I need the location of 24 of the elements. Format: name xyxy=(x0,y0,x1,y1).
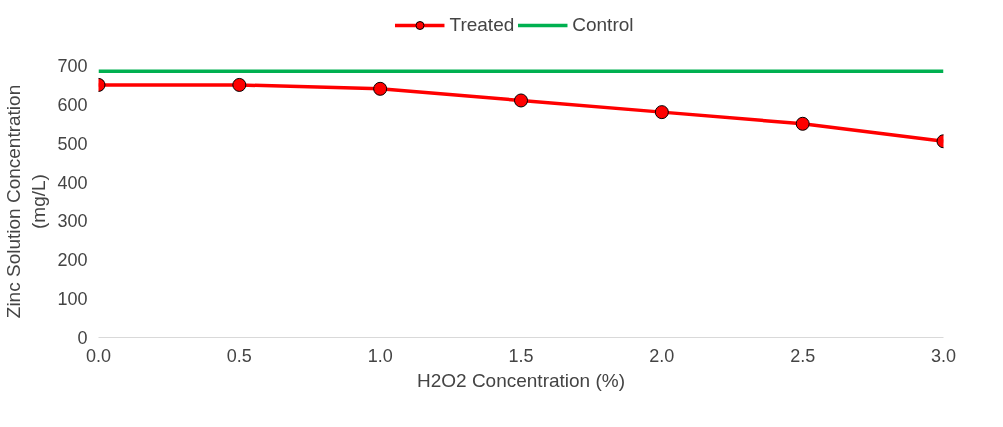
x-tick-label: 3.0 xyxy=(930,345,957,366)
x-tick-label: 1.0 xyxy=(367,345,393,366)
y-tick-label: 300 xyxy=(57,211,88,232)
y-tick-label: 500 xyxy=(57,133,88,154)
point xyxy=(232,77,247,92)
x-tick-label: 0.0 xyxy=(85,345,112,366)
y-tick-label: 700 xyxy=(57,56,88,76)
point xyxy=(514,93,528,108)
y-tick-label: 100 xyxy=(57,289,88,310)
point xyxy=(654,105,669,120)
y-tick-label: 0 xyxy=(77,328,88,348)
y-tick-label: 400 xyxy=(57,172,88,193)
point xyxy=(373,81,388,96)
x-tick-label: 2.5 xyxy=(790,345,816,366)
x-tick-label: 0.5 xyxy=(226,345,252,366)
point xyxy=(795,116,810,131)
x-tick-label: 1.5 xyxy=(508,345,534,366)
y-tick-label: 600 xyxy=(57,94,88,115)
y-tick-label: 200 xyxy=(57,250,88,271)
legend-label: Control xyxy=(572,14,634,36)
y-axis-title: Zinc Solution Concentration (mg/L) xyxy=(3,84,50,319)
x-axis-title: H2O2 Concentration (%) xyxy=(416,369,626,391)
legend-label: Treated xyxy=(449,14,515,36)
x-tick-label: 2.0 xyxy=(649,345,675,366)
